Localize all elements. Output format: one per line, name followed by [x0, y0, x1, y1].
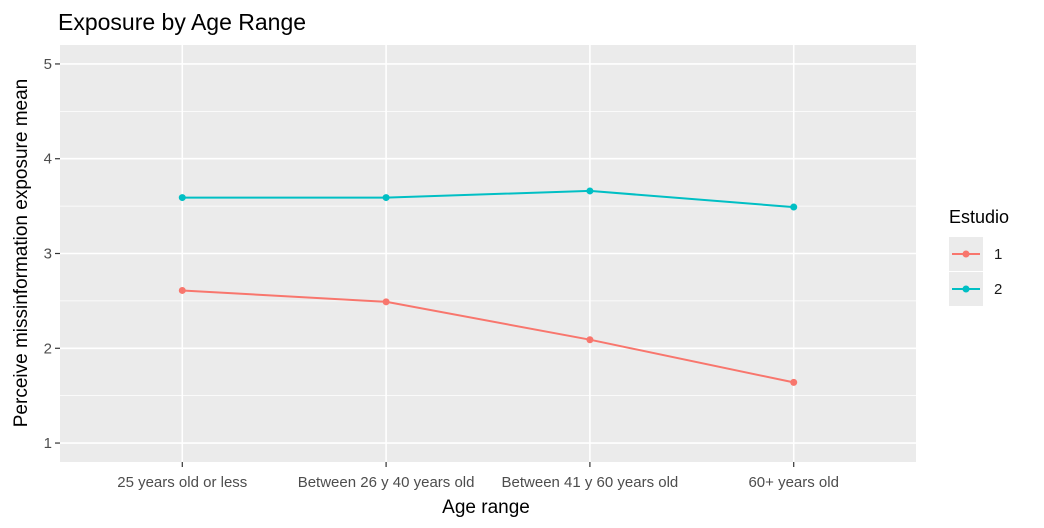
- y-tick-label: 3: [44, 246, 52, 263]
- y-tick-label: 1: [44, 435, 52, 452]
- y-tick-label: 5: [44, 56, 52, 73]
- series-layer: [178, 187, 798, 386]
- legend-key-point: [962, 250, 970, 258]
- x-tick-label: 25 years old or less: [117, 474, 247, 491]
- legend: Estudio 1 2: [949, 207, 1009, 306]
- data-point-series-1: [382, 298, 390, 306]
- x-tick-label: Between 26 y 40 years old: [298, 474, 475, 491]
- data-point-series-2: [790, 203, 798, 211]
- legend-label: 2: [994, 281, 1002, 298]
- x-axis-title: Age range: [442, 497, 530, 518]
- y-axis-title: Perceive missinformation exposure mean: [11, 79, 32, 428]
- data-point-series-2: [382, 194, 390, 202]
- x-tick-label: Between 41 y 60 years old: [502, 474, 679, 491]
- data-point-series-2: [586, 187, 594, 195]
- legend-title: Estudio: [949, 207, 1009, 227]
- data-point-series-1: [586, 336, 594, 344]
- data-point-series-1: [790, 378, 798, 386]
- legend-key-point: [962, 285, 970, 293]
- major-gridlines: [60, 45, 916, 462]
- y-tick-label: 2: [44, 340, 52, 357]
- legend-label: 1: [994, 246, 1002, 263]
- series-line-2: [182, 189, 794, 209]
- x-axis: 25 years old or less Between 26 y 40 year…: [117, 462, 839, 491]
- y-tick-label: 4: [44, 151, 52, 168]
- chart-title: Exposure by Age Range: [58, 9, 306, 35]
- y-axis: 1 2 3 4 5: [44, 56, 60, 452]
- series-line-1: [182, 289, 794, 384]
- data-point-series-1: [178, 286, 186, 294]
- data-point-series-2: [178, 194, 186, 202]
- x-tick-label: 60+ years old: [748, 474, 838, 491]
